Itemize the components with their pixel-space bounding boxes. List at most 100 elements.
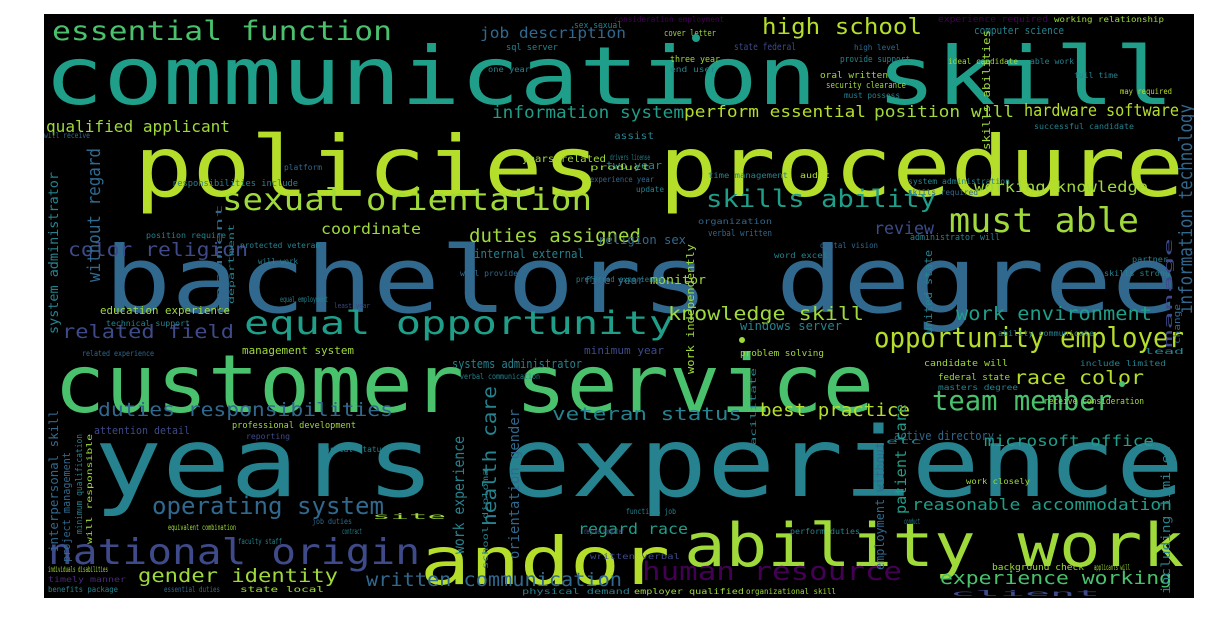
word: job description <box>480 24 626 42</box>
word: change <box>1173 304 1183 344</box>
word: oral written <box>820 71 888 81</box>
word: minimum year <box>584 344 664 357</box>
dot <box>692 34 700 42</box>
word: audit <box>800 171 830 180</box>
word: conduct <box>904 517 920 526</box>
word: skills abilities <box>980 30 993 150</box>
word: preferred experience <box>576 275 662 284</box>
word: document <box>215 204 225 314</box>
word: degree computer <box>584 527 624 536</box>
word: essential duties <box>164 585 220 594</box>
word: site <box>372 512 447 521</box>
word: system administrator <box>47 172 62 334</box>
word: ability communicate <box>998 329 1094 338</box>
word: attention detail <box>94 424 190 437</box>
word: work independently <box>684 244 697 374</box>
word: cover letter <box>664 29 716 39</box>
word: masters degree <box>938 383 1018 392</box>
word: working relationship <box>1054 15 1164 24</box>
word: employer qualified <box>634 587 744 596</box>
word: school diploma <box>481 469 490 569</box>
word: verbal communication <box>460 372 540 381</box>
word: full time <box>1074 71 1118 80</box>
word: customer service <box>54 338 874 431</box>
word: etc <box>886 437 922 446</box>
word: faculty staff <box>238 537 282 546</box>
word: will responsible <box>85 434 94 544</box>
word: windows server <box>740 319 842 333</box>
word: one year <box>488 65 530 74</box>
word: coordinate <box>321 220 421 238</box>
word: background check <box>992 563 1085 573</box>
word: will receive <box>44 131 90 140</box>
word: position will <box>874 102 1014 121</box>
word: opportunity employer <box>874 321 1184 354</box>
word: professional development <box>232 421 356 431</box>
word: department <box>227 224 236 304</box>
word: organization <box>698 217 772 226</box>
word: end user <box>670 65 716 74</box>
word: perform duties <box>790 527 860 536</box>
word: years experience <box>94 407 1184 519</box>
word: state federal <box>734 42 796 53</box>
word: systems administrator <box>452 357 582 371</box>
word: must possess <box>844 91 900 100</box>
word: individuals disabilities <box>48 565 108 574</box>
word: candidate will <box>924 359 1008 369</box>
word: national origin <box>48 532 420 573</box>
word: without regard <box>84 148 105 282</box>
word: employment without <box>873 442 887 570</box>
word: experience year <box>590 175 654 184</box>
word: microsoft office <box>984 432 1154 450</box>
word: successful candidate <box>1034 122 1134 131</box>
word: information system <box>492 103 684 123</box>
word: reporting <box>246 432 290 441</box>
word-cloud: communication skill policies procedure b… <box>44 14 1194 598</box>
word: essential function <box>52 16 392 47</box>
word: applicants will <box>1094 563 1130 572</box>
word: must able <box>949 201 1139 241</box>
word: drivers license <box>610 153 650 162</box>
word: will work <box>258 257 298 266</box>
word: active directory <box>894 429 994 443</box>
word: best practice <box>760 400 910 421</box>
word: lead <box>1144 347 1184 356</box>
word: andor <box>420 523 670 598</box>
word: equal employment <box>280 295 328 304</box>
word: facilitate <box>749 368 758 454</box>
word: human resource <box>642 557 902 587</box>
word: time management <box>708 171 788 180</box>
word: patient care <box>892 404 910 514</box>
word: color religion <box>68 239 248 261</box>
word: qualified applicant <box>46 117 230 136</box>
word: functions job <box>626 507 676 516</box>
word: state local <box>240 585 324 594</box>
word: management system <box>242 344 354 357</box>
word: sexual orientation <box>222 183 592 218</box>
word: gender identity <box>138 565 338 587</box>
word: verbal written <box>708 229 772 239</box>
word: provide support <box>840 55 910 65</box>
word: high level <box>854 43 900 52</box>
word: may required <box>1120 87 1172 96</box>
word: interpersonal skill <box>47 410 61 552</box>
word: ideal candidate <box>948 57 1018 66</box>
word: contract <box>342 527 362 536</box>
word: problem solving <box>740 349 824 359</box>
word: equal opportunity <box>244 304 674 342</box>
word: job duties <box>312 517 352 526</box>
word: monitor <box>650 273 706 287</box>
word: including limited <box>1159 446 1173 594</box>
word: least year <box>334 302 370 310</box>
word: consideration employment <box>614 15 724 24</box>
word: race color <box>1014 367 1144 389</box>
word: position require <box>146 231 226 240</box>
word: health care <box>479 386 501 526</box>
word: administrator will <box>910 233 1000 243</box>
word: related experience <box>82 349 154 358</box>
word: religion sex <box>598 233 686 247</box>
word: orientation gender <box>507 409 523 559</box>
word: product <box>590 163 650 172</box>
word: technical support <box>106 319 190 328</box>
word: manage <box>1162 238 1175 348</box>
